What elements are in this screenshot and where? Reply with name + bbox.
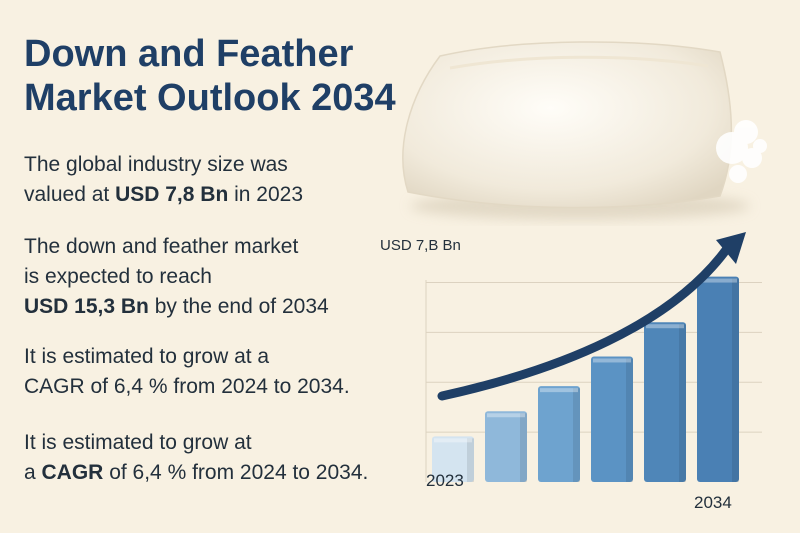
chart-bar-1 bbox=[432, 436, 474, 482]
chart-bar-highlight-1 bbox=[434, 438, 472, 443]
chart-bar-3 bbox=[538, 386, 580, 482]
chart-bar-body-1 bbox=[432, 436, 474, 482]
market-size-line-2-prefix: valued at bbox=[24, 183, 116, 206]
growth-bar-chart: USD 7,B Bn 2023 2034 bbox=[380, 232, 762, 512]
growth-a-line-1: It is estimated to grow at a bbox=[24, 345, 270, 368]
chart-bar-body-2 bbox=[485, 411, 527, 482]
trend-arrowhead-icon bbox=[716, 232, 746, 264]
forecast-line-2: is expected to reach bbox=[24, 265, 212, 288]
chart-bar-shade-5 bbox=[679, 324, 686, 482]
chart-bar-highlight-3 bbox=[540, 388, 578, 393]
x-end-label: 2034 bbox=[694, 493, 732, 512]
chart-bars bbox=[432, 276, 739, 482]
market-size-value: USD 7,8 Bn bbox=[115, 183, 229, 206]
market-size-suffix: in 2023 bbox=[228, 183, 304, 206]
market-size-text: The global industry size was valued at U… bbox=[24, 150, 303, 210]
title-line-2: Market Outlook 2034 bbox=[24, 77, 396, 119]
forecast-line-1: The down and feather market bbox=[24, 235, 299, 258]
forecast-suffix: by the end of 2034 bbox=[148, 295, 329, 318]
growth-b-cagr: CAGR bbox=[41, 461, 104, 484]
chart-bar-highlight-5 bbox=[646, 324, 684, 329]
pillow-illustration bbox=[402, 41, 767, 220]
chart-bar-5 bbox=[644, 322, 686, 482]
chart-bar-body-5 bbox=[644, 322, 686, 482]
chart-bar-highlight-4 bbox=[593, 358, 631, 363]
growth-b-line-1: It is estimated to grow at bbox=[24, 431, 252, 454]
growth-text-b: It is estimated to grow at a CAGR of 6,4… bbox=[24, 428, 368, 488]
growth-text-a: It is estimated to grow at a CAGR of 6,4… bbox=[24, 342, 350, 402]
forecast-value: USD 15,3 Bn bbox=[24, 295, 149, 318]
growth-a-line-2: CAGR of 6,4 % from 2024 to 2034. bbox=[24, 375, 350, 398]
chart-bar-4 bbox=[591, 356, 633, 482]
chart-bar-body-6 bbox=[697, 276, 739, 482]
feather-fluff bbox=[716, 120, 767, 183]
chart-bar-shade-4 bbox=[626, 358, 633, 482]
trend-arrow-icon bbox=[437, 245, 731, 401]
chart-bar-shade-6 bbox=[732, 278, 739, 482]
growth-b-line-2c: of 6,4 % from 2024 to 2034. bbox=[103, 461, 369, 484]
chart-bar-body-4 bbox=[591, 356, 633, 482]
chart-axis-label: USD 7,B Bn bbox=[380, 237, 461, 254]
chart-bar-highlight-6 bbox=[699, 278, 737, 283]
chart-bar-shade-2 bbox=[520, 413, 527, 482]
market-forecast-text: The down and feather market is expected … bbox=[24, 232, 329, 322]
chart-bar-6 bbox=[697, 276, 739, 482]
chart-bar-body-3 bbox=[538, 386, 580, 482]
growth-b-line-2a: a bbox=[24, 461, 42, 484]
chart-bar-shade-3 bbox=[573, 388, 580, 482]
chart-bar-highlight-2 bbox=[487, 413, 525, 418]
chart-bar-shade-1 bbox=[467, 438, 474, 482]
market-size-line-1: The global industry size was bbox=[24, 153, 288, 176]
title-line-1: Down and Feather bbox=[24, 33, 354, 75]
chart-bar-2 bbox=[485, 411, 527, 482]
x-start-label: 2023 bbox=[426, 471, 464, 490]
page-title: Down and Feather Market Outlook 2034 bbox=[24, 32, 396, 120]
